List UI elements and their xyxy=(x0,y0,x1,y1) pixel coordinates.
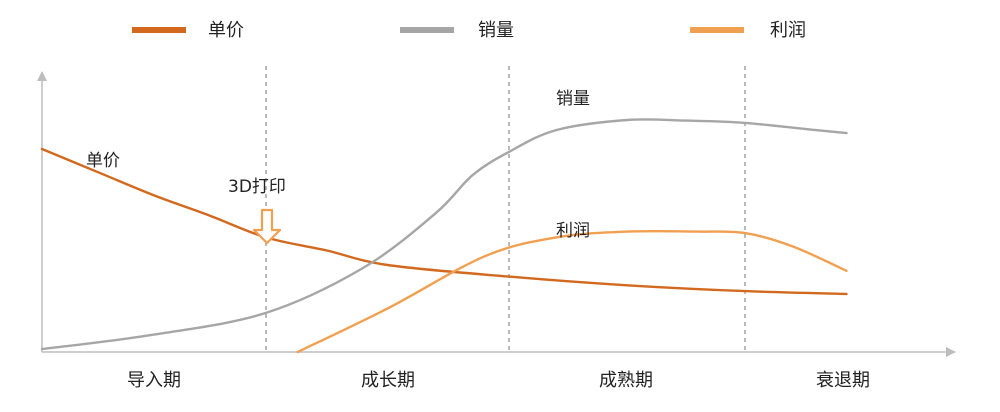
legend-item-volume: 销量 xyxy=(400,20,514,41)
series-line-price xyxy=(40,147,848,296)
legend-label-volume: 销量 xyxy=(478,20,514,41)
down-arrow-icon xyxy=(252,208,282,245)
curve-label-volume: 销量 xyxy=(556,89,590,109)
curve-label-profit: 利润 xyxy=(556,221,590,241)
series-layer xyxy=(40,118,848,354)
series-line-volume xyxy=(40,118,848,351)
series-line-profit xyxy=(296,229,848,354)
curve-label-price: 单价 xyxy=(86,151,120,171)
phase-label-growth: 成长期 xyxy=(361,370,415,391)
annotation-3d-printing: 3D打印 xyxy=(228,177,286,245)
phase-label-decline: 衰退期 xyxy=(816,370,870,391)
legend-item-profit: 利润 xyxy=(690,20,806,41)
legend-label-profit: 利润 xyxy=(770,20,806,41)
legend-item-price: 单价 xyxy=(132,20,244,41)
axes xyxy=(37,71,956,357)
legend: 单价 销量 利润 xyxy=(132,20,806,41)
phase-label-intro: 导入期 xyxy=(127,370,181,391)
phase-label-maturity: 成熟期 xyxy=(599,370,653,391)
annotation-label: 3D打印 xyxy=(228,177,286,197)
phase-dividers xyxy=(265,66,746,352)
phase-labels: 导入期 成长期 成熟期 衰退期 xyxy=(127,370,870,391)
legend-label-price: 单价 xyxy=(208,20,244,41)
